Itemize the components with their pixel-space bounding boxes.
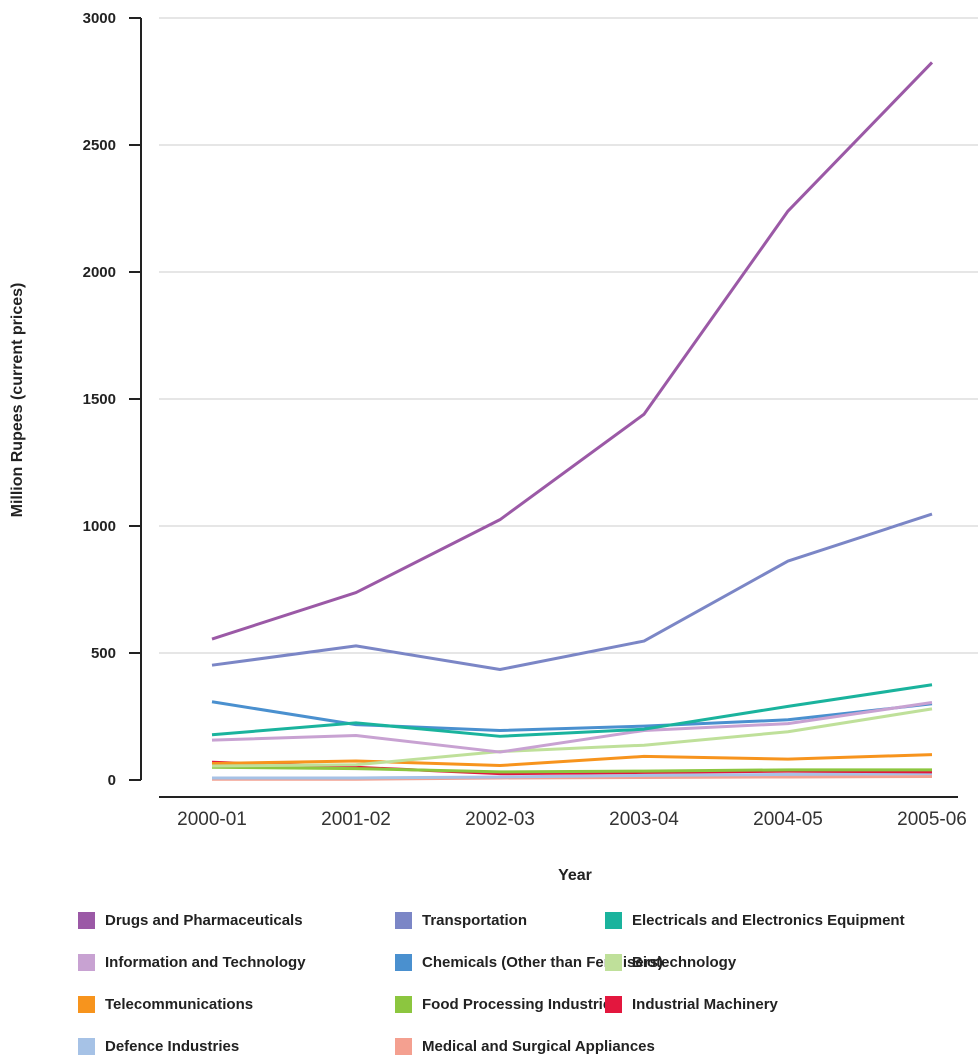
legend-item: Medical and Surgical Appliances [395, 1038, 655, 1055]
y-axis-title: Million Rupees (current prices) [9, 283, 26, 518]
x-tick-label: 2004-05 [753, 809, 823, 830]
y-tick-label: 1500 [83, 391, 116, 408]
legend-item: Defence Industries [78, 1038, 239, 1055]
series-line-electricals-and-electronics-equipment [211, 683, 933, 738]
legend-label: Industrial Machinery [632, 996, 778, 1013]
legend-label: Biotechnology [632, 954, 737, 971]
x-tick-label: 2000-01 [177, 809, 247, 830]
legend-item: Industrial Machinery [605, 996, 778, 1013]
legend-item: Transportation [395, 912, 527, 929]
legend-swatch [78, 912, 95, 929]
series-line-defence-industries [212, 772, 933, 780]
legend-swatch [395, 912, 412, 929]
series-line-biotechnology [211, 707, 933, 768]
y-tick-label: 2500 [83, 137, 116, 154]
legend-label: Defence Industries [105, 1038, 240, 1055]
y-tick-label: 3000 [83, 10, 116, 27]
legend-label: Electricals and Electronics Equipment [632, 912, 905, 929]
legend-item: Biotechnology [605, 954, 736, 971]
y-tick-label: 500 [91, 645, 116, 662]
axes [140, 18, 958, 798]
x-axis-title: Year [558, 867, 592, 884]
series-line-information-and-technology [211, 701, 933, 754]
legend-swatch [78, 1038, 95, 1055]
y-tick-label: 2000 [83, 264, 116, 281]
legend-item: Telecommunications [78, 996, 253, 1013]
legend-swatch [605, 996, 622, 1013]
series-line-telecommunications [211, 753, 933, 768]
legend-label: Medical and Surgical Appliances [422, 1038, 655, 1055]
legend-label: Information and Technology [105, 954, 306, 971]
legend-item: Information and Technology [78, 954, 306, 971]
y-tick-label: 0 [108, 772, 116, 789]
legend-label: Drugs and Pharmaceuticals [105, 912, 303, 929]
x-tick-label: 2005-06 [897, 809, 967, 830]
legend-item: Chemicals (Other than Fertilisers) [395, 954, 663, 971]
legend-label: Telecommunications [105, 996, 254, 1013]
series-line-transportation [211, 512, 933, 672]
x-tick-label: 2002-03 [465, 809, 535, 830]
x-tick-label: 2001-02 [321, 809, 391, 830]
legend-swatch [78, 996, 95, 1013]
y-tick-label: 1000 [83, 518, 116, 535]
series-lines [211, 61, 934, 781]
legend-item: Drugs and Pharmaceuticals [78, 912, 303, 929]
gridlines [129, 17, 978, 781]
legend-swatch [605, 954, 622, 971]
y-tick-labels: 0 500 1000 1500 2000 2500 3000 [83, 10, 116, 789]
series-line-food-processing-industries [211, 765, 932, 774]
legend-item: Food Processing Industries [395, 996, 620, 1013]
legend-label: Chemicals (Other than Fertilisers) [422, 954, 663, 971]
legend-label: Transportation [422, 912, 528, 929]
series-line-chemicals-other-than-fertilisers [211, 700, 933, 732]
series-line-drugs-and-pharmaceuticals [211, 61, 934, 641]
legend-swatch [395, 954, 412, 971]
legend-swatch [605, 912, 622, 929]
legend-swatch [395, 1038, 412, 1055]
x-tick-label: 2003-04 [609, 809, 679, 830]
legend-label: Food Processing Industries [422, 996, 620, 1013]
legend-swatch [78, 954, 95, 971]
legend-swatch [395, 996, 412, 1013]
x-tick-labels: 2000-01 2001-02 2002-03 2003-04 2004-05 2005-… [177, 809, 967, 830]
legend-item: Electricals and Electronics Equipment [605, 912, 905, 929]
